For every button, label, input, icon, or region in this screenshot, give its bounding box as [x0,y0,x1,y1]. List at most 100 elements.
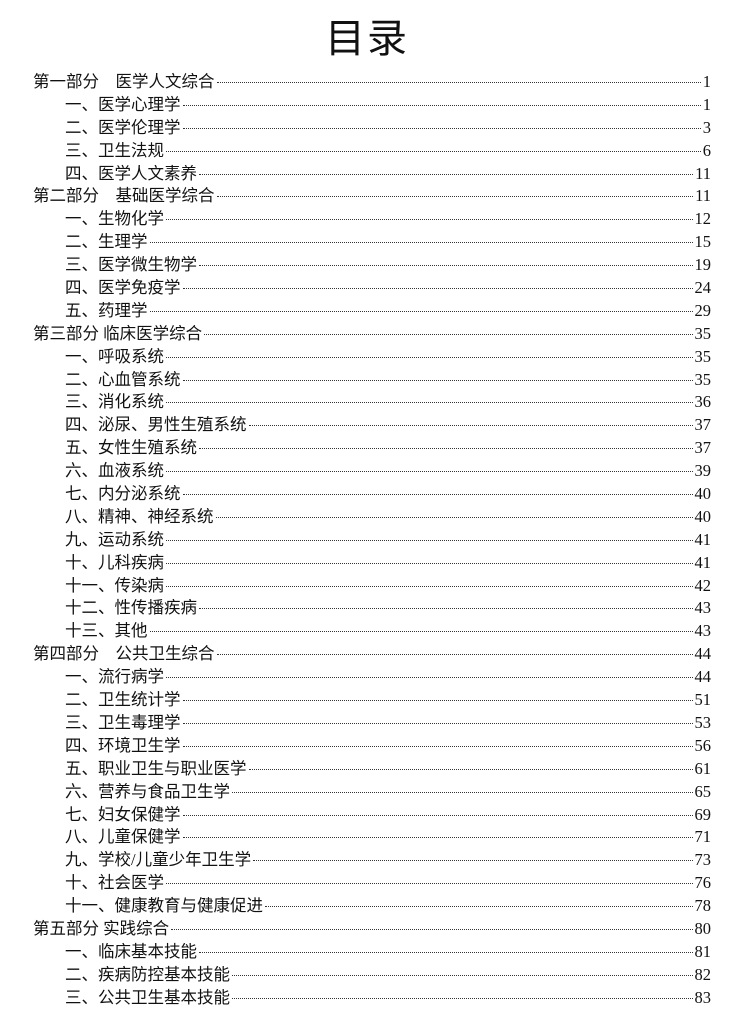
toc-entry-label: 三、医学微生物学 [65,255,197,275]
toc-section-entry[interactable]: 十二、性传播疾病 43 [33,597,711,620]
toc-entry-label: 十三、其他 [65,621,148,641]
toc-section-entry[interactable]: 十、社会医学 76 [33,872,711,895]
toc-part-entry[interactable]: 第一部分 医学人文综合 1 [33,71,711,94]
dot-leader [199,951,693,953]
toc-page-number: 11 [695,186,711,206]
toc-section-entry[interactable]: 六、血液系统 39 [33,460,711,483]
toc-page-number: 15 [694,232,712,252]
toc-entry-label: 二、卫生统计学 [65,690,181,710]
dot-leader [166,883,693,885]
toc-section-entry[interactable]: 八、精神、神经系统 40 [33,506,711,529]
toc-page-number: 39 [694,461,712,481]
dot-leader [166,471,693,473]
dot-leader [182,379,693,381]
toc-entry-label: 三、卫生法规 [65,140,164,160]
toc-section-entry[interactable]: 二、医学伦理学 3 [33,117,711,140]
toc-entry-label: 一、临床基本技能 [65,941,197,961]
toc-page-number: 82 [694,964,712,984]
toc-page-number: 3 [702,117,711,137]
toc-section-entry[interactable]: 三、卫生毒理学 53 [33,712,711,735]
toc-section-entry[interactable]: 三、卫生法规 6 [33,140,711,163]
toc-entry-label: 二、生理学 [65,232,148,252]
toc-page-number: 43 [694,621,712,641]
toc-entry-label: 十一、健康教育与健康促进 [65,896,263,916]
toc-section-entry[interactable]: 五、职业卫生与职业医学 61 [33,758,711,781]
dot-leader [182,127,701,129]
toc-entry-label: 五、药理学 [65,300,148,320]
toc-entry-label: 一、流行病学 [65,667,164,687]
toc-page-number: 61 [694,758,712,778]
toc-page-number: 35 [694,346,712,366]
toc-entry-label: 九、学校/儿童少年卫生学 [65,850,252,870]
toc-entry-label: 四、环境卫生学 [65,735,181,755]
toc-entry-label: 三、消化系统 [65,392,164,412]
dot-leader [216,654,693,656]
toc-section-entry[interactable]: 六、营养与食品卫生学 65 [33,781,711,804]
toc-page-number: 37 [694,415,712,435]
toc-section-entry[interactable]: 九、学校/儿童少年卫生学 73 [33,849,711,872]
toc-page-number: 43 [694,598,712,618]
dot-leader [199,608,693,610]
toc-section-entry[interactable]: 一、呼吸系统 35 [33,346,711,369]
toc-section-entry[interactable]: 一、临床基本技能 81 [33,941,711,964]
toc-part-entry[interactable]: 第四部分 公共卫生综合 44 [33,643,711,666]
toc-section-entry[interactable]: 八、儿童保健学 71 [33,826,711,849]
toc-section-entry[interactable]: 一、流行病学 44 [33,666,711,689]
toc-section-entry[interactable]: 七、妇女保健学 69 [33,804,711,827]
dot-leader [216,82,701,83]
toc-section-entry[interactable]: 二、疾病防控基本技能 82 [33,964,711,987]
toc-entry-label: 五、职业卫生与职业医学 [65,758,247,778]
toc-section-entry[interactable]: 四、医学免疫学 24 [33,277,711,300]
toc-page-number: 81 [694,941,712,961]
dot-leader [232,974,693,976]
toc-section-entry[interactable]: 四、泌尿、男性生殖系统 37 [33,414,711,437]
toc-page-number: 65 [694,781,712,801]
toc-page-number: 78 [694,896,712,916]
toc-section-entry[interactable]: 一、生物化学 12 [33,208,711,231]
toc-section-entry[interactable]: 一、医学心理学 1 [33,94,711,117]
toc-page-number: 11 [695,163,711,183]
toc-section-entry[interactable]: 十、儿科疾病 41 [33,552,711,575]
toc-part-entry[interactable]: 第三部分 临床医学综合 35 [33,323,711,346]
toc-page-number: 41 [694,552,712,572]
dot-leader [166,402,693,404]
toc-section-entry[interactable]: 四、环境卫生学 56 [33,735,711,758]
toc-section-entry[interactable]: 四、医学人文素养 11 [33,163,711,186]
toc-entry-label: 四、医学免疫学 [65,278,181,298]
toc-page-number: 80 [694,918,712,938]
toc-section-entry[interactable]: 二、卫生统计学 51 [33,689,711,712]
toc-section-entry[interactable]: 二、心血管系统 35 [33,369,711,392]
dot-leader [171,928,693,930]
toc-entry-label: 七、妇女保健学 [65,804,181,824]
toc-section-entry[interactable]: 三、医学微生物学 19 [33,254,711,277]
dot-leader [232,997,693,999]
toc-page-number: 35 [694,369,712,389]
toc-section-entry[interactable]: 九、运动系统 41 [33,529,711,552]
toc-entry-label: 二、医学伦理学 [65,117,181,137]
toc-entry-label: 第四部分 公共卫生综合 [33,644,215,664]
toc-entry-label: 四、医学人文素养 [65,163,197,183]
dot-leader [166,585,693,587]
toc-entry-label: 十、儿科疾病 [65,552,164,572]
toc-section-entry[interactable]: 十三、其他 43 [33,620,711,643]
toc-part-entry[interactable]: 第二部分 基础医学综合 11 [33,185,711,208]
toc-section-entry[interactable]: 三、公共卫生基本技能 83 [33,987,711,1010]
toc-entry-label: 五、女性生殖系统 [65,438,197,458]
toc-section-entry[interactable]: 五、女性生殖系统 37 [33,437,711,460]
toc-page-number: 83 [694,987,712,1007]
toc-section-entry[interactable]: 十一、健康教育与健康促进 78 [33,895,711,918]
toc-section-entry[interactable]: 十一、传染病 42 [33,575,711,598]
toc-entry-label: 七、内分泌系统 [65,484,181,504]
dot-leader [182,837,693,839]
toc-entry-label: 三、卫生毒理学 [65,712,181,732]
toc-page-number: 53 [694,712,712,732]
toc-section-entry[interactable]: 三、消化系统 36 [33,391,711,414]
toc-entry-label: 三、公共卫生基本技能 [65,987,230,1007]
toc-page-number: 76 [694,873,712,893]
toc-part-entry[interactable]: 第五部分 实践综合 80 [33,918,711,941]
toc-section-entry[interactable]: 七、内分泌系统 40 [33,483,711,506]
dot-leader [199,448,693,450]
toc-section-entry[interactable]: 五、药理学 29 [33,300,711,323]
dot-leader [215,516,693,518]
toc-section-entry[interactable]: 二、生理学 15 [33,231,711,254]
